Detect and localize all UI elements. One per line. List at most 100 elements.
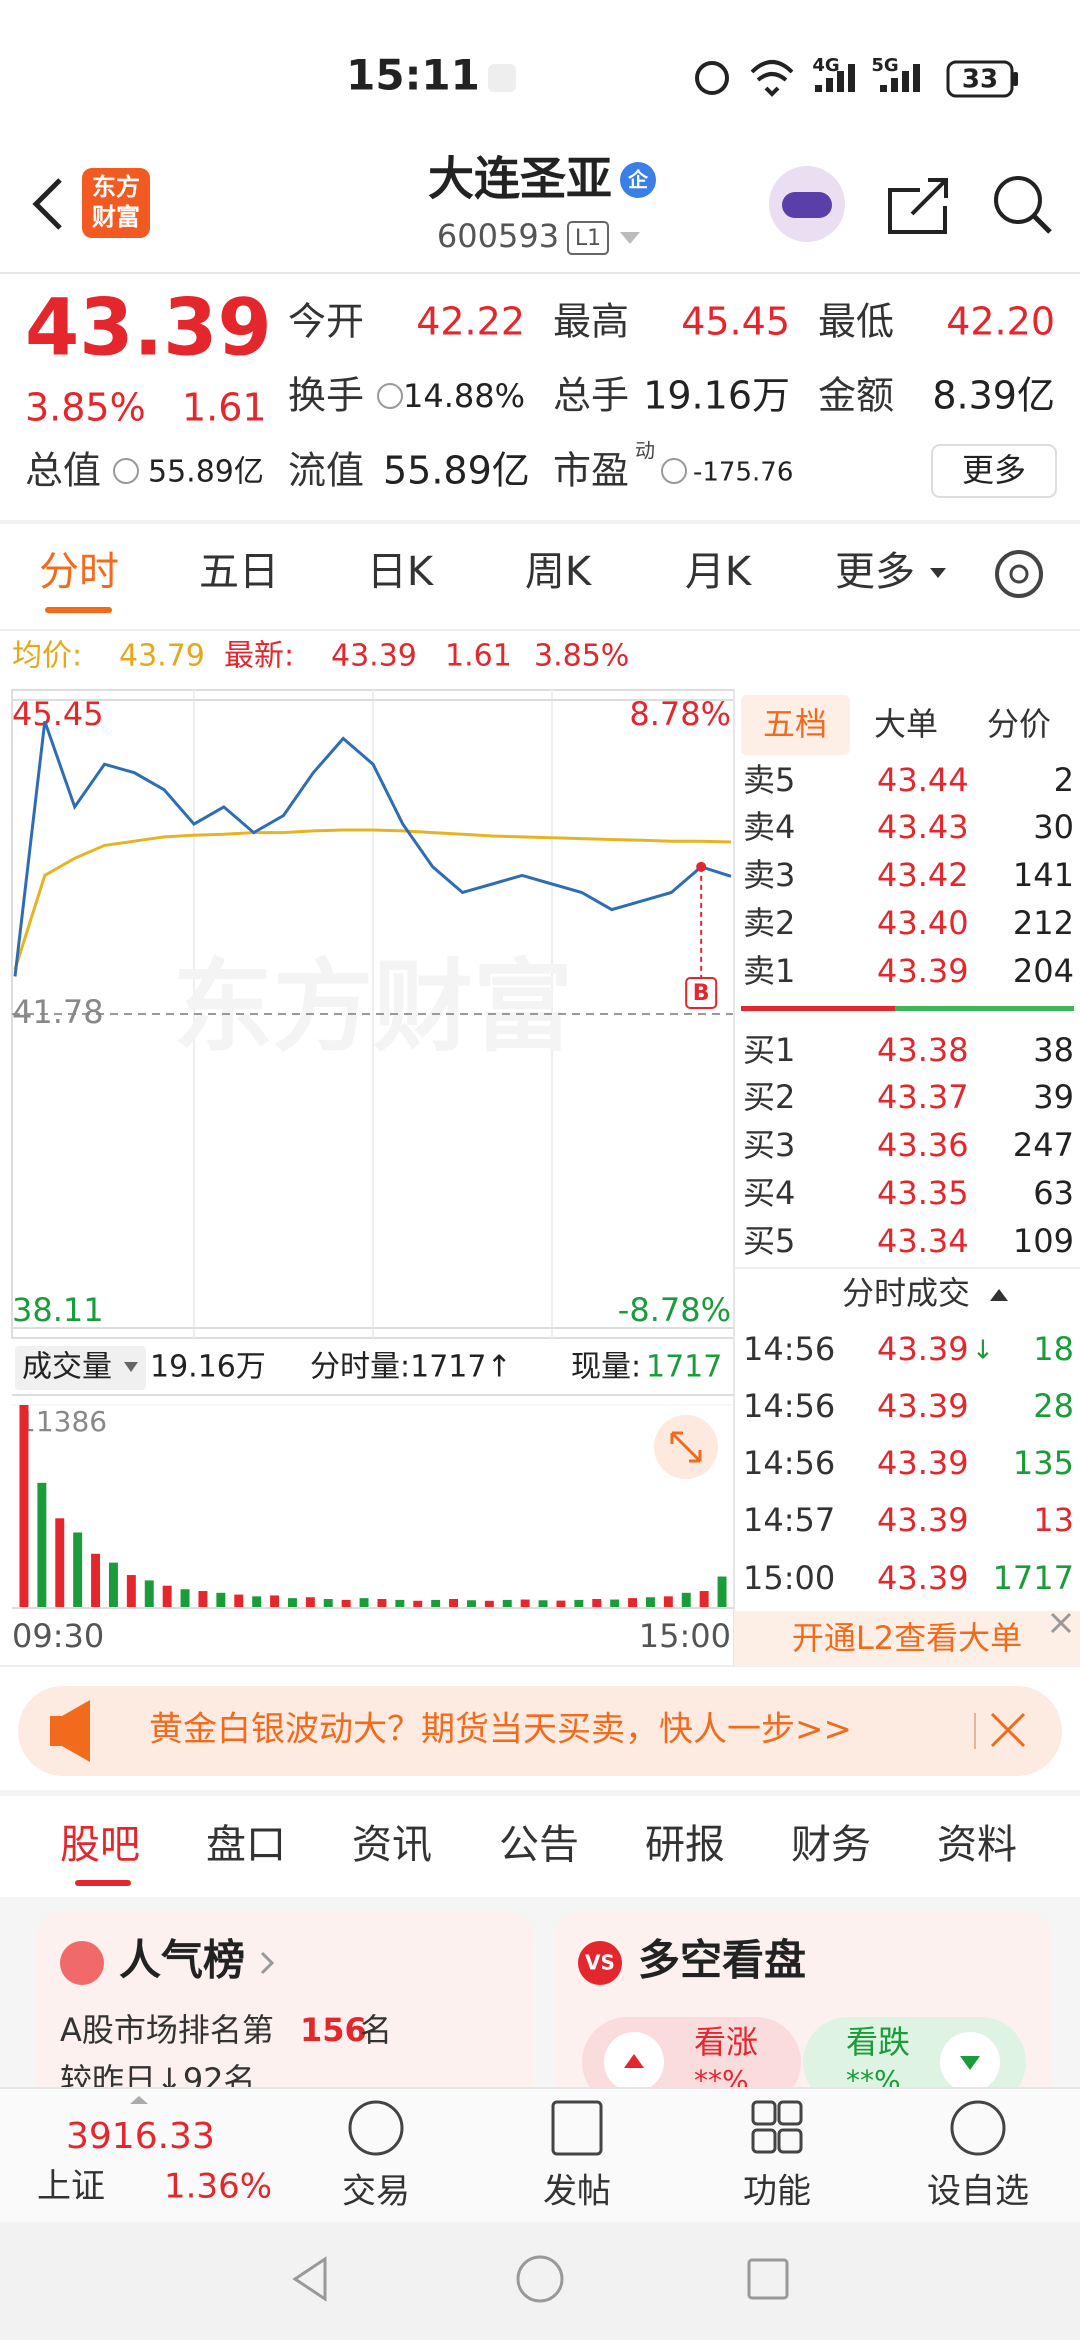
tab-underline <box>45 607 112 613</box>
section-tab[interactable]: 资讯 <box>352 1822 432 1868</box>
y-tick-label: 45.45 <box>12 695 104 733</box>
badge: 企 <box>627 168 649 192</box>
order-tab[interactable]: 五档 <box>763 705 827 743</box>
back-button[interactable] <box>32 178 62 230</box>
volume-bar <box>466 1600 476 1607</box>
book-label: 买2 <box>743 1078 795 1116</box>
quote-value: 45.45 <box>681 300 790 344</box>
battery-tip <box>1013 72 1018 86</box>
more-button[interactable] <box>931 444 1057 498</box>
nav-item[interactable]: 设自选 <box>927 2172 1029 2212</box>
book-price: 43.35 <box>877 1174 969 1212</box>
quote-value: 55.89亿 <box>148 455 264 490</box>
chart-tab[interactable]: 五日 <box>199 549 279 595</box>
bullbear-title: 多空看盘 <box>638 1936 806 1985</box>
volume-bar <box>663 1596 673 1607</box>
info-icon[interactable] <box>377 383 403 409</box>
volume-total: 19.16万 <box>150 1350 266 1385</box>
now-volume: 1717 <box>646 1350 722 1385</box>
section-tab[interactable]: 财务 <box>791 1822 871 1868</box>
chart-tab[interactable]: 月K <box>685 549 753 595</box>
section-tab[interactable]: 公告 <box>499 1822 579 1868</box>
volume-bar <box>37 1482 47 1607</box>
volume-bar <box>359 1598 369 1607</box>
marker-box <box>685 977 718 1009</box>
last-label: 最新: <box>224 639 294 674</box>
tab-dropdown <box>930 568 946 578</box>
assistant-face <box>782 192 832 218</box>
search-button[interactable] <box>994 176 1042 224</box>
volume-bar <box>323 1599 333 1607</box>
l2-close[interactable] <box>1050 1612 1072 1634</box>
info-icon[interactable] <box>113 458 139 484</box>
volume-bar <box>216 1592 226 1607</box>
book-label: 买3 <box>743 1126 795 1164</box>
status-net2: 5G <box>871 55 898 76</box>
nav-item[interactable]: 发帖 <box>543 2172 611 2212</box>
trade-price: 43.39 <box>877 1444 969 1482</box>
volume-bar <box>592 1599 602 1607</box>
volume-bar <box>449 1599 459 1607</box>
index-value[interactable]: 3916.33 <box>66 2116 215 2157</box>
section-tab[interactable]: 盘口 <box>206 1822 286 1868</box>
system-back[interactable] <box>292 2256 327 2302</box>
last-price: 43.39 <box>25 283 272 373</box>
book-bar-buy <box>895 1006 1074 1011</box>
popularity-card[interactable] <box>36 1912 533 2132</box>
quote-value: -175.76 <box>693 458 793 488</box>
nav-icon <box>777 2100 803 2126</box>
signal-bar <box>902 71 909 92</box>
book-price: 43.38 <box>877 1031 969 1069</box>
chart-tab[interactable]: 更多 <box>835 549 915 595</box>
price-line <box>13 720 732 977</box>
settings-button[interactable] <box>995 550 1043 598</box>
index-pct: 1.36% <box>164 2167 272 2207</box>
trade-volume: 13 <box>1033 1501 1074 1539</box>
ad-banner[interactable] <box>18 1686 1062 1776</box>
volume-bar <box>108 1562 118 1607</box>
order-tab[interactable]: 大单 <box>874 705 938 743</box>
popularity-text: 名 <box>360 2011 392 2049</box>
book-volume: 212 <box>1013 904 1074 942</box>
l2-banner[interactable] <box>734 1611 1080 1666</box>
volume-selector[interactable] <box>15 1346 146 1390</box>
volume-bar <box>520 1599 530 1607</box>
x-tick-label: 15:00 <box>639 1617 731 1655</box>
book-bar-sell <box>741 1006 895 1011</box>
system-recent[interactable] <box>747 2258 789 2300</box>
bear-arrow <box>960 2056 980 2070</box>
code-dropdown[interactable] <box>620 232 640 244</box>
info-icon[interactable] <box>661 458 687 484</box>
trade-volume: 28 <box>1033 1387 1074 1425</box>
nav-item[interactable]: 功能 <box>743 2172 811 2212</box>
nav-icon <box>751 2128 777 2154</box>
bear-label: 看跌 <box>846 2023 910 2061</box>
share-button[interactable] <box>888 178 948 234</box>
chart-tab[interactable]: 分时 <box>39 549 119 595</box>
book-volume: 39 <box>1033 1078 1074 1116</box>
signal-bar <box>826 78 833 92</box>
nav-item[interactable]: 交易 <box>342 2172 410 2212</box>
app-logo: 财富 <box>92 203 140 231</box>
settings-core <box>1009 564 1029 584</box>
volume-bar <box>628 1598 638 1607</box>
signal-bar <box>815 85 822 92</box>
section-tab[interactable]: 资料 <box>937 1822 1017 1868</box>
marker-label: B <box>693 981 710 1006</box>
section-underline <box>75 1880 131 1886</box>
chart-tab[interactable]: 周K <box>525 549 593 595</box>
chart-tab[interactable]: 日K <box>367 549 435 595</box>
section-tab[interactable]: 股吧 <box>60 1822 140 1868</box>
volume-bar <box>252 1596 262 1607</box>
ad-close[interactable] <box>990 1712 1026 1748</box>
section-tab[interactable]: 研报 <box>645 1822 725 1868</box>
book-volume: 38 <box>1033 1031 1074 1069</box>
book-volume: 247 <box>1013 1126 1074 1164</box>
battery-level: 33 <box>962 65 998 95</box>
order-tab[interactable]: 分价 <box>987 705 1051 743</box>
volume-label: 成交量 <box>22 1350 112 1385</box>
book-volume: 109 <box>1013 1222 1074 1260</box>
system-home[interactable] <box>516 2255 564 2303</box>
book-label: 买1 <box>743 1031 795 1069</box>
volume-bar <box>681 1592 691 1607</box>
